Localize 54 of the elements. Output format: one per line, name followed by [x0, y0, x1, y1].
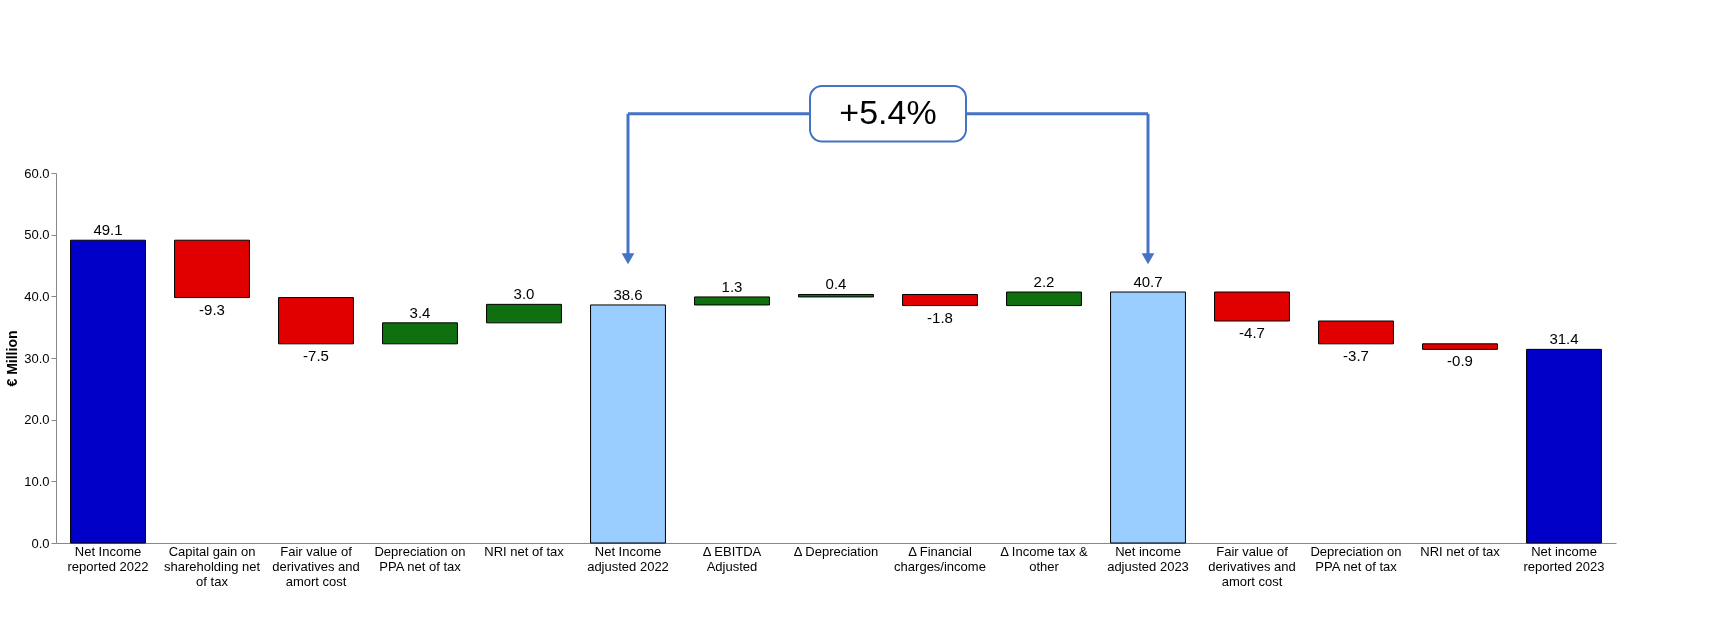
- y-tick-label: 60.0: [24, 165, 50, 181]
- bar: [694, 296, 770, 306]
- data-label: -9.3: [199, 300, 225, 318]
- x-tick-label: Net Income reported 2022: [67, 543, 149, 574]
- bar: [1110, 291, 1186, 544]
- y-tick-label: 40.0: [24, 288, 50, 304]
- bar: [1006, 291, 1082, 307]
- x-tick-label: Fair value of derivatives and amort cost: [272, 543, 360, 589]
- data-label: 31.4: [1549, 330, 1579, 348]
- x-tick-label: Net Income adjusted 2022: [587, 543, 669, 574]
- bar: [486, 303, 562, 324]
- data-label: 0.4: [825, 275, 847, 293]
- data-label: 3.0: [513, 285, 535, 303]
- y-tick-label: 10.0: [24, 473, 50, 489]
- data-label: -1.8: [927, 308, 953, 326]
- bar: [1214, 291, 1290, 322]
- data-label: -7.5: [303, 346, 329, 364]
- data-label: 3.4: [409, 303, 431, 321]
- x-tick-label: Depreciation on PPA net of tax: [1310, 543, 1402, 574]
- data-label: 40.7: [1133, 273, 1163, 291]
- x-tick-label: Δ Depreciation: [793, 543, 879, 559]
- x-tick-label: NRI net of tax: [484, 543, 565, 559]
- x-tick-label: Δ EBITDA Adjusted: [702, 543, 762, 574]
- x-tick-label: Net income adjusted 2023: [1107, 543, 1189, 574]
- data-label: 1.3: [721, 277, 743, 295]
- y-axis-title: € Million: [4, 330, 21, 387]
- x-tick-label: NRI net of tax: [1420, 543, 1501, 559]
- text: +5.4%: [839, 92, 937, 131]
- bar: [174, 239, 250, 299]
- data-label: -3.7: [1343, 346, 1369, 364]
- data-label: -0.9: [1447, 352, 1473, 370]
- data-label: 38.6: [613, 285, 643, 303]
- x-tick-label: Fair value of derivatives and amort cost: [1208, 543, 1296, 589]
- bar: [70, 239, 146, 544]
- y-tick-label: 50.0: [24, 227, 50, 243]
- data-label: -4.7: [1239, 324, 1265, 341]
- bar: [902, 293, 978, 307]
- data-label: 2.2: [1033, 273, 1055, 291]
- x-tick-label: Capital gain on shareholding net of tax: [163, 543, 261, 589]
- y-tick-label: 20.0: [24, 412, 50, 428]
- bar: [798, 293, 874, 298]
- x-tick-label: Δ Financial charges/income: [894, 543, 986, 574]
- data-label: 49.1: [93, 221, 123, 239]
- y-tick-label: 30.0: [24, 350, 50, 366]
- x-tick-label: Net income reported 2023: [1523, 543, 1605, 574]
- bar: [1318, 320, 1394, 345]
- x-tick-label: Δ Income tax & other: [1000, 543, 1089, 574]
- bar: [590, 304, 666, 544]
- bar: [1526, 348, 1602, 544]
- bar: [1422, 343, 1498, 350]
- y-tick-label: 0.0: [31, 535, 50, 551]
- x-tick-label: Depreciation on PPA net of tax: [374, 543, 466, 574]
- bar: [382, 322, 458, 345]
- bar: [278, 297, 354, 345]
